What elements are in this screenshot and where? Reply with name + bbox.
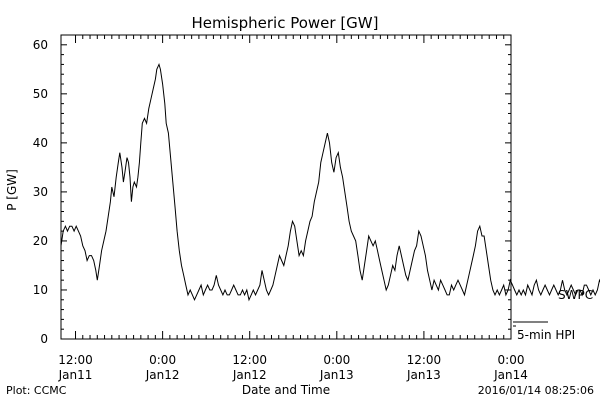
plot-credit: Plot: CCMC [6,384,67,397]
x-axis-label: Date and Time [242,383,330,397]
x-tick-label-date: Jan11 [58,368,93,382]
plot-area-frame [60,34,512,340]
x-tick-label-time: 12:00 [407,353,442,367]
y-tick-label: 20 [33,234,48,248]
legend-entry-swpc: SWPC [558,288,593,302]
y-axis-label: P [GW] [5,169,19,211]
y-tick-label: 0 [40,332,48,346]
x-tick-label-time: 0:00 [323,353,350,367]
y-tick-label: 30 [33,185,48,199]
chart-title: Hemispheric Power [GW] [192,14,379,32]
x-tick-label-date: Jan13 [406,368,441,382]
plot-timestamp: 2016/01/14 08:25:06 [478,384,594,397]
x-tick-label-date: Jan14 [493,368,528,382]
x-tick-label-date: Jan13 [319,368,354,382]
legend: SWPC 5-min HPI [513,288,593,342]
x-tick-label-date: Jan12 [232,368,267,382]
legend-entry-5min-hpi: 5-min HPI [517,328,575,342]
x-tick-label-time: 0:00 [149,353,176,367]
x-tick-label-time: 12:00 [232,353,267,367]
x-axis: 12:00Jan110:00Jan1212:00Jan120:00Jan1312… [58,35,528,382]
y-tick-label: 60 [33,38,48,52]
y-tick-label: 50 [33,87,48,101]
y-axis: 0 10 20 30 40 50 60 [33,38,511,346]
y-tick-label: 10 [33,283,48,297]
x-tick-label-time: 12:00 [58,353,93,367]
x-tick-label-date: Jan12 [145,368,180,382]
x-tick-label-time: 0:00 [498,353,525,367]
y-tick-label: 40 [33,136,48,150]
series-line-swpc [60,62,600,302]
